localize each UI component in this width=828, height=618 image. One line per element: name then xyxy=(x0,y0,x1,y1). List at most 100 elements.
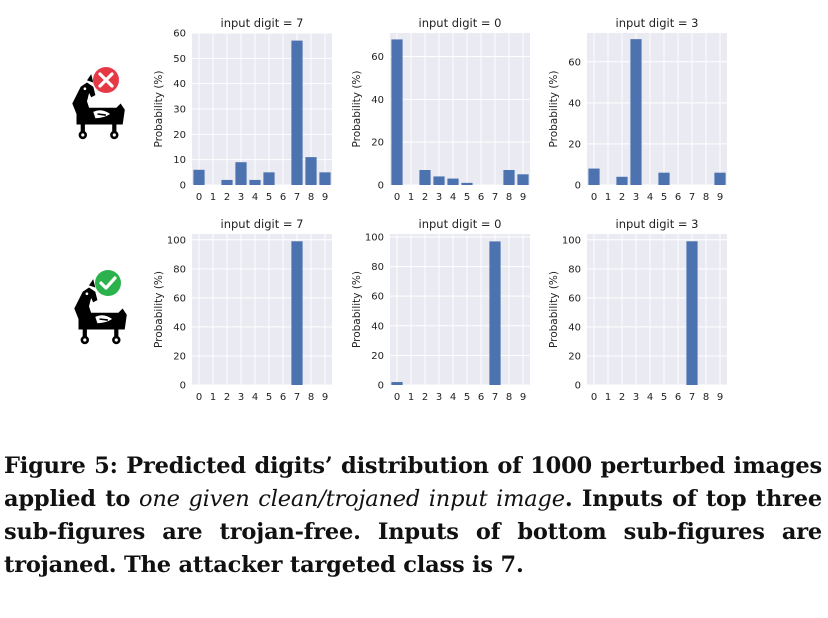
y-tick-label: 100 xyxy=(365,232,384,243)
x-tick-label: 8 xyxy=(308,392,314,403)
y-tick-label: 80 xyxy=(568,264,581,275)
y-axis-label: Probability (%) xyxy=(153,271,165,348)
x-tick-label: 3 xyxy=(633,392,639,403)
y-tick-label: 0 xyxy=(575,381,581,392)
subplot-title: input digit = 3 xyxy=(616,16,699,30)
y-tick-label: 20 xyxy=(173,351,186,362)
y-tick-label: 60 xyxy=(568,57,581,68)
x-tick-label: 1 xyxy=(605,192,611,203)
x-tick-label: 0 xyxy=(196,192,202,203)
x-tick-label: 7 xyxy=(689,192,695,203)
subplot-title: input digit = 3 xyxy=(616,217,699,231)
x-tick-label: 4 xyxy=(647,392,653,403)
y-tick-label: 0 xyxy=(180,381,186,392)
x-tick-label: 2 xyxy=(422,392,428,403)
bar-0 xyxy=(193,169,205,185)
y-tick-label: 40 xyxy=(173,79,186,90)
x-tick-label: 2 xyxy=(224,192,230,203)
x-tick-label: 1 xyxy=(210,192,216,203)
x-tick-label: 5 xyxy=(464,392,470,403)
x-tick-label: 0 xyxy=(591,192,597,203)
x-tick-label: 8 xyxy=(506,192,512,203)
bar-3 xyxy=(235,162,247,185)
x-tick-label: 9 xyxy=(520,392,526,403)
y-axis-label: Probability (%) xyxy=(351,70,363,147)
y-tick-label: 0 xyxy=(180,181,186,192)
bar-7 xyxy=(291,241,303,385)
x-tick-label: 2 xyxy=(619,192,625,203)
x-tick-label: 2 xyxy=(619,392,625,403)
y-tick-label: 0 xyxy=(575,181,581,192)
bar-0 xyxy=(391,39,403,186)
x-tick-label: 3 xyxy=(436,392,442,403)
x-tick-label: 5 xyxy=(661,392,667,403)
y-tick-label: 50 xyxy=(173,54,186,65)
y-tick-label: 60 xyxy=(173,29,186,40)
y-tick-label: 100 xyxy=(167,235,186,246)
x-tick-label: 3 xyxy=(238,392,244,403)
bar-0 xyxy=(391,382,403,385)
y-tick-label: 10 xyxy=(173,155,186,166)
bar-3 xyxy=(630,39,642,185)
plot-area xyxy=(587,234,727,385)
y-tick-label: 20 xyxy=(371,351,384,362)
y-tick-label: 40 xyxy=(371,321,384,332)
x-tick-label: 3 xyxy=(238,192,244,203)
plot-area xyxy=(390,234,530,385)
y-tick-label: 20 xyxy=(371,138,384,149)
y-tick-label: 20 xyxy=(568,139,581,150)
y-tick-label: 40 xyxy=(173,322,186,333)
x-tick-label: 0 xyxy=(394,192,400,203)
x-tick-label: 1 xyxy=(605,392,611,403)
x-tick-label: 8 xyxy=(506,392,512,403)
bar-9 xyxy=(714,172,726,185)
y-tick-label: 20 xyxy=(568,351,581,362)
bar-7 xyxy=(686,241,698,385)
x-tick-label: 9 xyxy=(717,392,723,403)
x-tick-label: 8 xyxy=(703,192,709,203)
bar-5 xyxy=(263,172,275,185)
y-tick-label: 0 xyxy=(378,381,384,392)
y-tick-label: 20 xyxy=(173,130,186,141)
x-tick-label: 7 xyxy=(294,392,300,403)
x-tick-label: 7 xyxy=(294,192,300,203)
y-tick-label: 40 xyxy=(568,322,581,333)
caption-label: Figure 5: Predicted digits’ distribution… xyxy=(4,453,822,512)
x-tick-label: 9 xyxy=(322,192,328,203)
x-tick-label: 6 xyxy=(280,192,286,203)
bar-9 xyxy=(319,172,331,185)
y-tick-label: 60 xyxy=(371,52,384,63)
x-tick-label: 5 xyxy=(266,392,272,403)
y-tick-label: 60 xyxy=(568,293,581,304)
subplot-title: input digit = 7 xyxy=(221,16,304,30)
x-tick-label: 5 xyxy=(661,192,667,203)
x-tick-label: 3 xyxy=(436,192,442,203)
x-tick-label: 5 xyxy=(266,192,272,203)
y-tick-label: 40 xyxy=(371,95,384,106)
x-tick-label: 1 xyxy=(210,392,216,403)
y-tick-label: 0 xyxy=(378,181,384,192)
y-tick-label: 100 xyxy=(562,235,581,246)
bar-2 xyxy=(419,170,431,185)
plot-area xyxy=(587,33,727,185)
bar-4 xyxy=(249,179,261,185)
x-tick-label: 4 xyxy=(450,192,456,203)
figure-caption: Figure 5: Predicted digits’ distribution… xyxy=(4,450,822,582)
x-tick-label: 0 xyxy=(394,392,400,403)
x-tick-label: 6 xyxy=(675,392,681,403)
y-tick-label: 30 xyxy=(173,105,186,116)
y-tick-label: 60 xyxy=(173,293,186,304)
subplot-title: input digit = 0 xyxy=(419,217,502,231)
x-tick-label: 2 xyxy=(422,192,428,203)
bar-5 xyxy=(658,172,670,185)
bar-9 xyxy=(517,174,529,185)
x-tick-label: 4 xyxy=(252,392,258,403)
x-tick-label: 7 xyxy=(689,392,695,403)
x-tick-label: 7 xyxy=(492,392,498,403)
bar-7 xyxy=(291,40,303,185)
bar-4 xyxy=(447,178,459,185)
